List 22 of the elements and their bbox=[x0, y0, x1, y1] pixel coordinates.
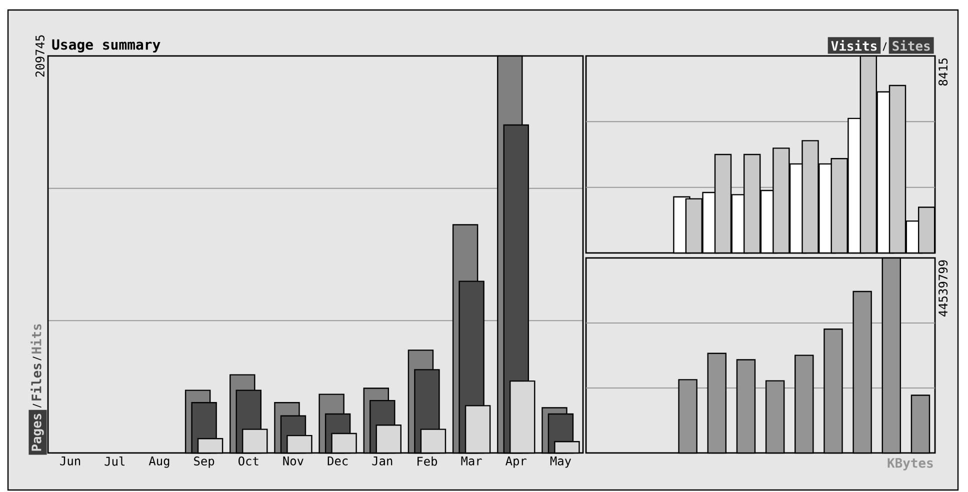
x-tick-label: Feb bbox=[418, 456, 438, 466]
legend-label: Pages bbox=[32, 414, 44, 451]
x-tick-label: Apr bbox=[506, 456, 526, 468]
x-tick-label: Jun bbox=[60, 456, 80, 466]
x-tick-label: Aug bbox=[148, 456, 170, 468]
legend-label: Files bbox=[30, 364, 42, 400]
x-tick-label: Jan bbox=[372, 456, 392, 466]
text: Visits bbox=[831, 40, 877, 51]
x-tick-label: Dec bbox=[328, 456, 348, 466]
text: Hits bbox=[30, 324, 42, 354]
text: 44539799 bbox=[938, 260, 948, 316]
text: 8415 bbox=[938, 58, 948, 86]
x-tick-label: Jul bbox=[104, 456, 125, 466]
series-label: KBytes bbox=[888, 458, 933, 470]
y-tick-label: 209745 bbox=[35, 35, 44, 77]
x-tick-label: May bbox=[550, 456, 572, 468]
chart-title: Usage summary bbox=[52, 39, 160, 52]
x-tick-label: Mar bbox=[461, 456, 482, 466]
x-tick-label: Oct bbox=[238, 456, 258, 466]
x-tick-label: Nov bbox=[283, 456, 304, 466]
x-tick-label: Sep bbox=[194, 456, 214, 468]
legend-label: Sites bbox=[892, 40, 930, 51]
